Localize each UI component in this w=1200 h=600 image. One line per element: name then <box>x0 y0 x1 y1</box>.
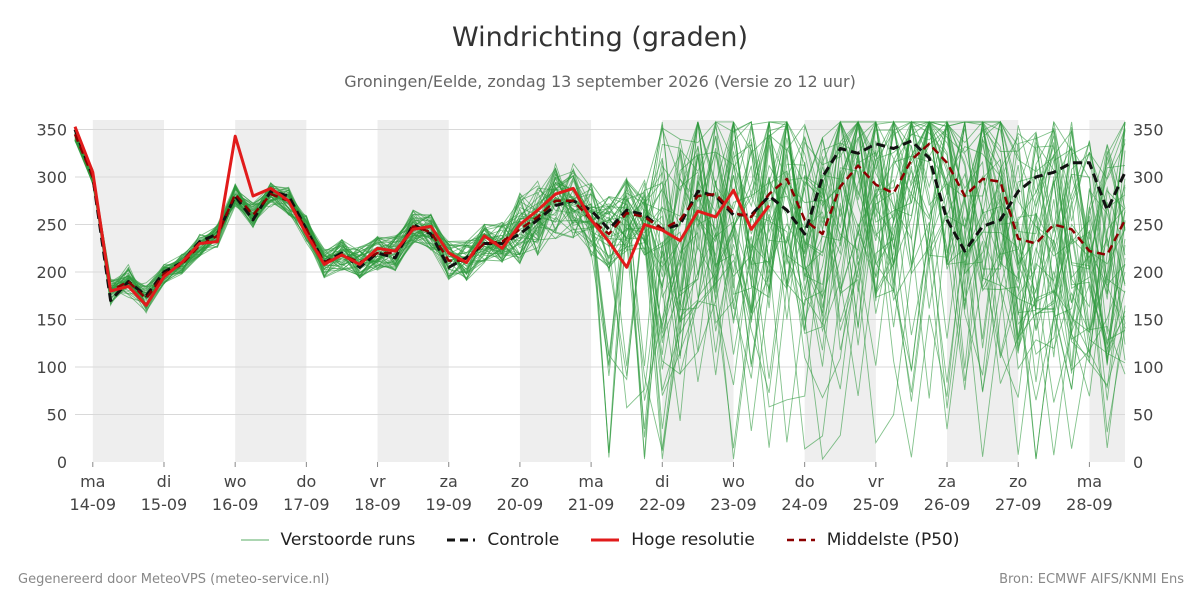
legend-label-hires: Hoge resolutie <box>631 530 755 550</box>
legend-item-hires: Hoge resolutie <box>591 530 755 550</box>
y-tick-right-300: 300 <box>1133 168 1164 187</box>
x-tick-date-4: 18-09 <box>354 495 401 514</box>
y-tick-right-150: 150 <box>1133 311 1164 330</box>
x-tick-date-5: 19-09 <box>425 495 472 514</box>
x-tick-day-6: zo <box>511 472 529 491</box>
ensemble-member-47 <box>74 121 1126 460</box>
y-tick-right-250: 250 <box>1133 216 1164 235</box>
legend-item-control: Controle <box>447 530 559 550</box>
x-tick-day-1: di <box>157 472 172 491</box>
legend-swatch-median <box>786 538 815 542</box>
y-tick-left-250: 250 <box>36 216 67 235</box>
x-tick-day-4: vr <box>370 472 386 491</box>
wind-direction-chart: 0 50 100 150 200 250 300 350 0 50 100 150 200 250 300… <box>36 120 1164 514</box>
legend-label-median: Middelste (P50) <box>826 530 960 550</box>
x-tick-date-11: 25-09 <box>853 495 900 514</box>
y-tick-right-350: 350 <box>1133 121 1164 140</box>
x-tick-day-8: di <box>655 472 670 491</box>
x-tick-date-9: 23-09 <box>710 495 757 514</box>
x-tick-day-2: wo <box>224 472 247 491</box>
x-tick-date-8: 22-09 <box>639 495 686 514</box>
y-tick-left-200: 200 <box>36 263 67 282</box>
y-tick-left-0: 0 <box>57 453 67 472</box>
y-axis-left: 0 50 100 150 200 250 300 350 <box>36 121 67 473</box>
ensemble-member-27 <box>74 121 1126 401</box>
ensemble-member-48 <box>74 121 1126 401</box>
x-tick-date-3: 17-09 <box>283 495 330 514</box>
ensemble-member-18 <box>74 121 1126 408</box>
ensemble-member-45 <box>74 121 1126 358</box>
y-tick-right-200: 200 <box>1133 263 1164 282</box>
legend-swatch-control <box>447 538 476 542</box>
footer-generator: Gegenereerd door MeteoVPS (meteo-service… <box>18 572 330 587</box>
legend: Verstoorde runs Controle Hoge resolutie … <box>0 530 1200 550</box>
chart-subtitle: Groningen/Eelde, zondag 13 september 202… <box>344 72 856 91</box>
x-tick-date-1: 15-09 <box>141 495 188 514</box>
x-tick-date-7: 21-09 <box>568 495 615 514</box>
series-line-control <box>73 128 1127 302</box>
legend-item-ensemble: Verstoorde runs <box>240 530 416 550</box>
main-series <box>73 126 1127 307</box>
x-tick-date-12: 26-09 <box>924 495 971 514</box>
x-tick-day-3: do <box>296 472 316 491</box>
x-tick-day-13: zo <box>1009 472 1027 491</box>
x-tick-date-10: 24-09 <box>781 495 828 514</box>
x-tick-day-5: za <box>440 472 458 491</box>
legend-label-ensemble: Verstoorde runs <box>280 530 416 550</box>
x-tick-date-6: 20-09 <box>497 495 544 514</box>
legend-swatch-hires <box>591 538 620 542</box>
shade-band-2 <box>377 120 449 462</box>
x-tick-day-11: vr <box>868 472 884 491</box>
x-tick-date-2: 16-09 <box>212 495 259 514</box>
y-tick-right-100: 100 <box>1133 358 1164 377</box>
y-axis-right: 0 50 100 150 200 250 300 350 <box>1133 121 1164 473</box>
x-tick-day-14: ma <box>1077 472 1102 491</box>
y-tick-left-100: 100 <box>36 358 67 377</box>
x-tick-day-12: za <box>938 472 956 491</box>
series-line-median <box>73 133 1127 300</box>
y-tick-left-350: 350 <box>36 121 67 140</box>
y-tick-left-50: 50 <box>47 406 67 425</box>
chart-title: Windrichting (graden) <box>451 22 749 53</box>
x-axis: ma 14-09 di 15-09 wo 16-09 do 17-09 vr 18-09 za 19-… <box>70 462 1113 514</box>
legend-label-control: Controle <box>487 530 560 550</box>
x-tick-day-9: wo <box>722 472 745 491</box>
x-tick-date-0: 14-09 <box>70 495 117 514</box>
x-tick-date-14: 28-09 <box>1066 495 1113 514</box>
footer-source: Bron: ECMWF AIFS/KNMI Ens <box>999 572 1184 587</box>
ensemble-member-34 <box>74 121 1126 449</box>
ensemble-lines <box>74 120 1126 461</box>
ensemble-member-50 <box>74 121 1126 460</box>
series-line-hires <box>73 126 771 307</box>
x-tick-date-13: 27-09 <box>995 495 1042 514</box>
ensemble-member-42 <box>74 120 1126 390</box>
x-tick-day-0: ma <box>80 472 105 491</box>
y-tick-right-50: 50 <box>1133 406 1153 425</box>
x-tick-day-7: ma <box>578 472 603 491</box>
y-tick-left-300: 300 <box>36 168 67 187</box>
x-tick-day-10: do <box>795 472 815 491</box>
y-tick-left-150: 150 <box>36 311 67 330</box>
legend-item-median: Middelste (P50) <box>786 530 960 550</box>
legend-swatch-ensemble <box>240 539 269 541</box>
y-tick-right-0: 0 <box>1133 453 1143 472</box>
ensemble-member-49 <box>74 120 1126 453</box>
